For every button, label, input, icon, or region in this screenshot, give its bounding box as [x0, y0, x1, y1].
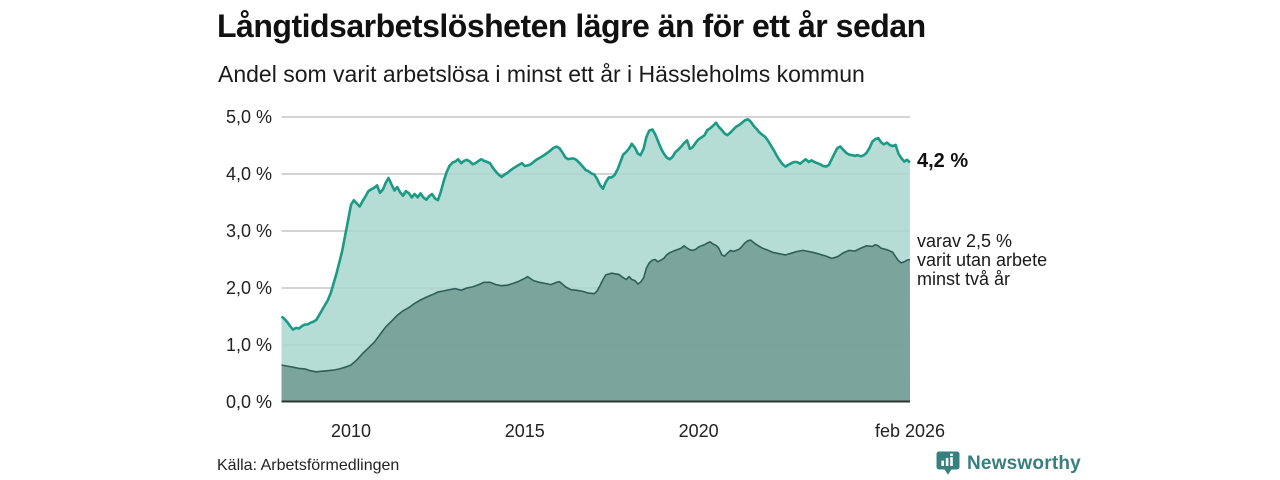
y-tick-label: 2,0 %	[225, 278, 272, 298]
total-line	[280, 118, 911, 331]
end-value-subset-line-2: varit utan arbete	[917, 249, 1048, 270]
y-tick-label: 3,0 %	[225, 221, 272, 241]
end-value-subset-line-1: varav 2,5 %	[917, 230, 1013, 251]
end-value-label-total: 4,2 %	[917, 149, 969, 172]
source-label: Källa: Arbetsförmedlingen	[217, 457, 400, 474]
x-tick-label: 2015	[504, 421, 545, 441]
y-tick-label: 1,0 %	[225, 335, 272, 355]
subset-line	[281, 239, 911, 373]
y-tick-label: 5,0 %	[225, 107, 272, 127]
y-tick-label: 4,0 %	[225, 164, 272, 184]
chart-title: Långtidsarbetslösheten lägre än för ett …	[217, 8, 926, 44]
newsworthy-logo: Newsworthy	[936, 451, 1081, 477]
newsworthy-wordmark: Newsworthy	[967, 453, 1081, 474]
subset-area	[281, 240, 910, 402]
end-value-label-subset: varav 2,5 % varit utan arbete minst två …	[917, 230, 1048, 289]
chart-subtitle: Andel som varit arbetslösa i minst ett å…	[218, 61, 865, 87]
x-tick-label: 2020	[678, 421, 719, 441]
y-tick-label: 0,0 %	[225, 392, 272, 412]
end-value-subset-line-3: minst två år	[917, 268, 1011, 289]
newsworthy-bars-icon	[936, 451, 960, 475]
x-tick-label: 2010	[330, 421, 372, 441]
x-tick-label: feb 2026	[874, 421, 946, 441]
